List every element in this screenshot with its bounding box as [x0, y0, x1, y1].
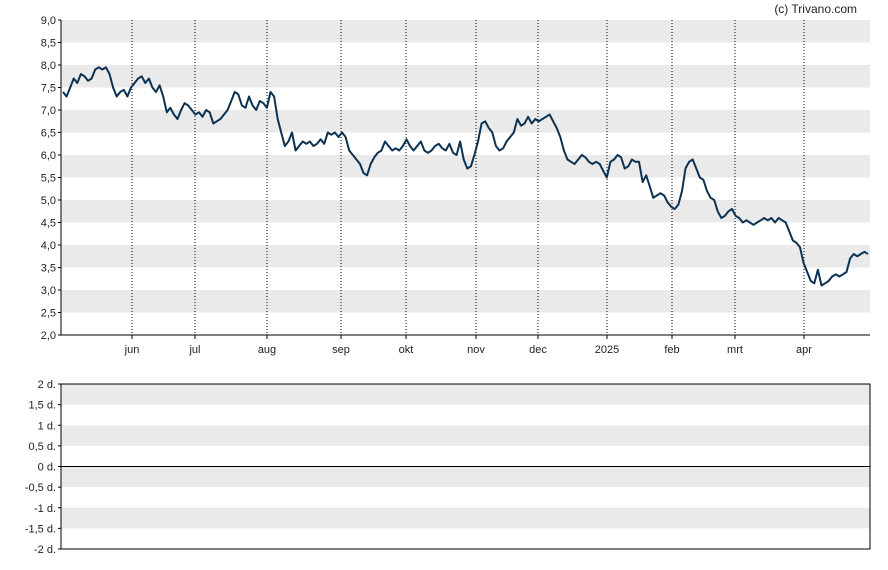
grid-band [61, 507, 870, 529]
y-tick-label: 4,5 [41, 218, 56, 230]
grid-band [61, 425, 870, 446]
y-tick-label: 6,5 [41, 128, 56, 140]
y-tick-label: 1,5 d. [28, 400, 56, 412]
x-tick-label: feb [664, 344, 679, 356]
y-tick-label: -1 d. [34, 503, 56, 515]
y-tick-label: -0,5 d. [25, 482, 56, 494]
y-tick-label: 5,5 [41, 173, 56, 185]
x-tick-label: jul [188, 344, 200, 356]
y-tick-label: -1,5 d. [25, 523, 56, 535]
x-tick-label: mrt [727, 344, 743, 356]
x-tick-label: aug [258, 344, 276, 356]
y-tick-label: 8,5 [41, 38, 56, 50]
y-tick-label: 2,5 [41, 308, 56, 320]
y-tick-label: 4,0 [41, 240, 56, 252]
grid-band [61, 65, 870, 88]
grid-band [61, 384, 870, 405]
y-tick-label: 0 d. [38, 462, 56, 474]
x-tick-label: dec [529, 344, 547, 356]
grid-band [61, 110, 870, 133]
x-tick-label: 2025 [595, 344, 619, 356]
grid-band [61, 290, 870, 313]
price-series-line [62, 66, 869, 287]
x-tick-label: jun [124, 344, 140, 356]
y-tick-label: 7,5 [41, 83, 56, 95]
grid-band [61, 466, 870, 488]
y-tick-label: 3,5 [41, 263, 56, 275]
y-tick-label: 8,0 [41, 60, 56, 72]
y-tick-label: 7,0 [41, 105, 56, 117]
credit-label: (c) Trivano.com [774, 2, 857, 16]
secondary-chart: 2 d. 1,5 d. 1 d. 0,5 d. 0 d. -0,5 d. -1 d. -1,5… [25, 379, 871, 556]
y-tick-label: 0,5 d. [28, 441, 56, 453]
x-tick-label: sep [332, 344, 350, 356]
y-tick-label: 5,0 [41, 195, 56, 207]
x-tick-label: nov [467, 344, 485, 356]
y-tick-label: 2 d. [38, 379, 56, 391]
y-tick-label: 9,0 [41, 15, 56, 27]
y-tick-label: 6,0 [41, 150, 56, 162]
y-tick-label: 2,0 [41, 330, 56, 342]
grid-band [61, 20, 870, 43]
price-chart: 2,0 2,5 3,0 3,5 4,0 4,5 5,0 5,5 6,0 6,5 7,0 7,5 8,0 8… [41, 15, 870, 356]
y-tick-label: 3,0 [41, 285, 56, 297]
grid-band [61, 200, 870, 223]
x-tick-label: apr [796, 344, 812, 356]
x-tick-label: okt [399, 344, 414, 356]
y-tick-label: 1 d. [38, 420, 56, 432]
y-tick-label: -2 d. [34, 544, 56, 556]
grid-band [61, 245, 870, 268]
